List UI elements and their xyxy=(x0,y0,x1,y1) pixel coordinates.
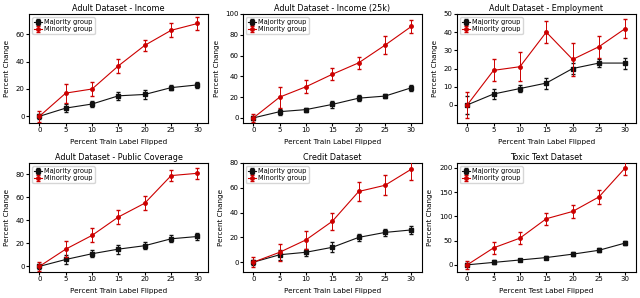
Legend: Majority group, Minority group: Majority group, Minority group xyxy=(460,166,522,183)
Title: Toxic Text Dataset: Toxic Text Dataset xyxy=(510,153,582,162)
X-axis label: Percent Test Label Flipped: Percent Test Label Flipped xyxy=(499,288,593,294)
Y-axis label: Percent Change: Percent Change xyxy=(4,189,10,246)
X-axis label: Percent Train Label Flipped: Percent Train Label Flipped xyxy=(284,139,381,145)
X-axis label: Percent Train Label Flipped: Percent Train Label Flipped xyxy=(70,288,167,294)
Y-axis label: Percent Change: Percent Change xyxy=(432,40,438,97)
Y-axis label: Percent Change: Percent Change xyxy=(218,189,224,246)
X-axis label: Percent Train Label Flipped: Percent Train Label Flipped xyxy=(70,139,167,145)
Legend: Majority group, Minority group: Majority group, Minority group xyxy=(246,166,308,183)
Legend: Majority group, Minority group: Majority group, Minority group xyxy=(32,166,95,183)
Y-axis label: Percent Change: Percent Change xyxy=(428,189,433,246)
X-axis label: Percent Train Label Flipped: Percent Train Label Flipped xyxy=(284,288,381,294)
Legend: Majority group, Minority group: Majority group, Minority group xyxy=(32,17,95,34)
Y-axis label: Percent Change: Percent Change xyxy=(4,40,10,97)
Title: Adult Dataset - Employment: Adult Dataset - Employment xyxy=(489,4,604,13)
Title: Credit Dataset: Credit Dataset xyxy=(303,153,362,162)
Title: Adult Dataset - Income: Adult Dataset - Income xyxy=(72,4,164,13)
Y-axis label: Percent Change: Percent Change xyxy=(214,40,220,97)
Legend: Majority group, Minority group: Majority group, Minority group xyxy=(246,17,308,34)
X-axis label: Percent Train Label Flipped: Percent Train Label Flipped xyxy=(498,139,595,145)
Legend: Majority group, Minority group: Majority group, Minority group xyxy=(460,17,522,34)
Title: Adult Dataset - Public Coverage: Adult Dataset - Public Coverage xyxy=(54,153,182,162)
Title: Adult Dataset - Income (25k): Adult Dataset - Income (25k) xyxy=(275,4,390,13)
